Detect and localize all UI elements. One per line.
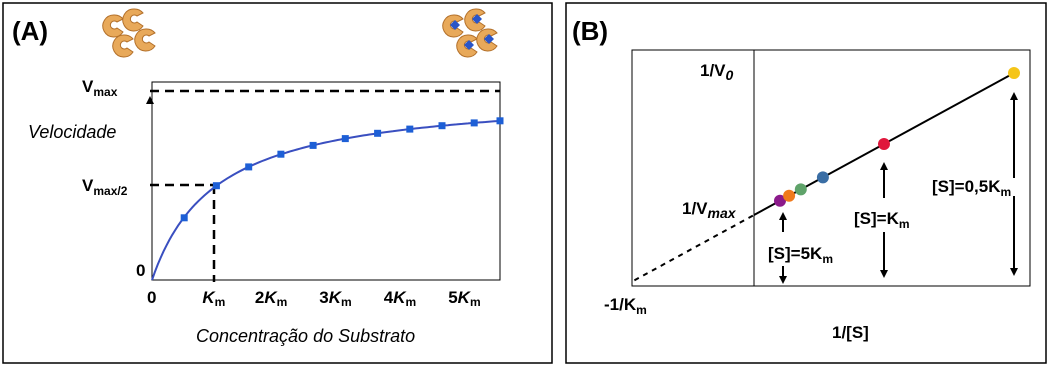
svg-text:Vmax: Vmax [82,77,118,99]
panel-b-letter: (B) [572,16,608,46]
data-marker [496,117,504,125]
data-point [783,189,796,202]
enzyme-substrate-complex-icon [442,8,498,58]
panel-a-letter: (A) [12,16,48,46]
data-point [774,194,786,207]
annotation-km: [S]=Km [854,162,910,278]
svg-text:-1/Km: -1/Km [604,295,647,317]
x-tick-labels-a: 0 Km 2Km 3Km 4Km 5Km [147,288,481,309]
data-marker [309,141,317,149]
y-label-vmax-half: Vmax/2 [82,176,128,198]
svg-text:[S]=0,5Km: [S]=0,5Km [932,177,1011,199]
y-axis-arrow [146,96,154,104]
y-label-zero: 0 [136,261,145,280]
data-marker [374,129,382,137]
x-tick-label: Km [202,288,225,309]
svg-text:1/Vmax: 1/Vmax [682,199,737,221]
data-points-b [774,67,1020,207]
x-tick-label: 4Km [384,288,416,309]
annotation-05km: [S]=0,5Km [932,92,1018,276]
x-tick-label: 3Km [319,288,351,309]
y-intercept-label: 1/Vmax [682,199,737,221]
vmax-half-dashed-line [150,183,216,282]
x-tick-label: 0 [147,288,156,307]
data-marker [406,125,414,133]
x-tick-label: 2Km [255,288,287,309]
data-marker [245,163,253,171]
data-point [1008,67,1020,79]
data-marker [212,182,220,190]
data-marker [438,122,446,130]
panel-b-frame [565,2,1047,364]
svg-text:Vmax/2: Vmax/2 [82,176,128,198]
enzyme-group-icon [102,8,156,58]
y-axis-label-b: 1/V0 [700,61,734,83]
x-tick-label: 5Km [448,288,480,309]
x-intercept-label: -1/Km [604,295,647,317]
plot-area-b [631,49,1031,287]
plot-area-a [151,81,501,281]
annotation-5km: [S]=5Km [768,212,833,284]
x-axis-label-a: Concentração do Substrato [196,326,415,346]
data-markers-a [180,117,504,222]
data-point [794,183,807,196]
data-marker [341,135,349,143]
y-label-vmax: Vmax [82,77,118,99]
extrapolated-line [633,214,755,282]
svg-text:[S]=Km: [S]=Km [854,209,910,231]
data-marker [180,214,188,222]
svg-text:1/V0: 1/V0 [700,61,734,83]
data-marker [277,150,285,158]
data-marker [470,119,478,127]
svg-text:[S]=5Km: [S]=5Km [768,244,833,266]
x-axis-label-b: 1/[S] [832,323,869,342]
michaelis-menten-curve [151,119,501,281]
data-point [816,171,829,184]
data-point [878,138,890,150]
panel-a-frame [2,2,553,364]
y-axis-label-a: Velocidade [28,122,116,142]
